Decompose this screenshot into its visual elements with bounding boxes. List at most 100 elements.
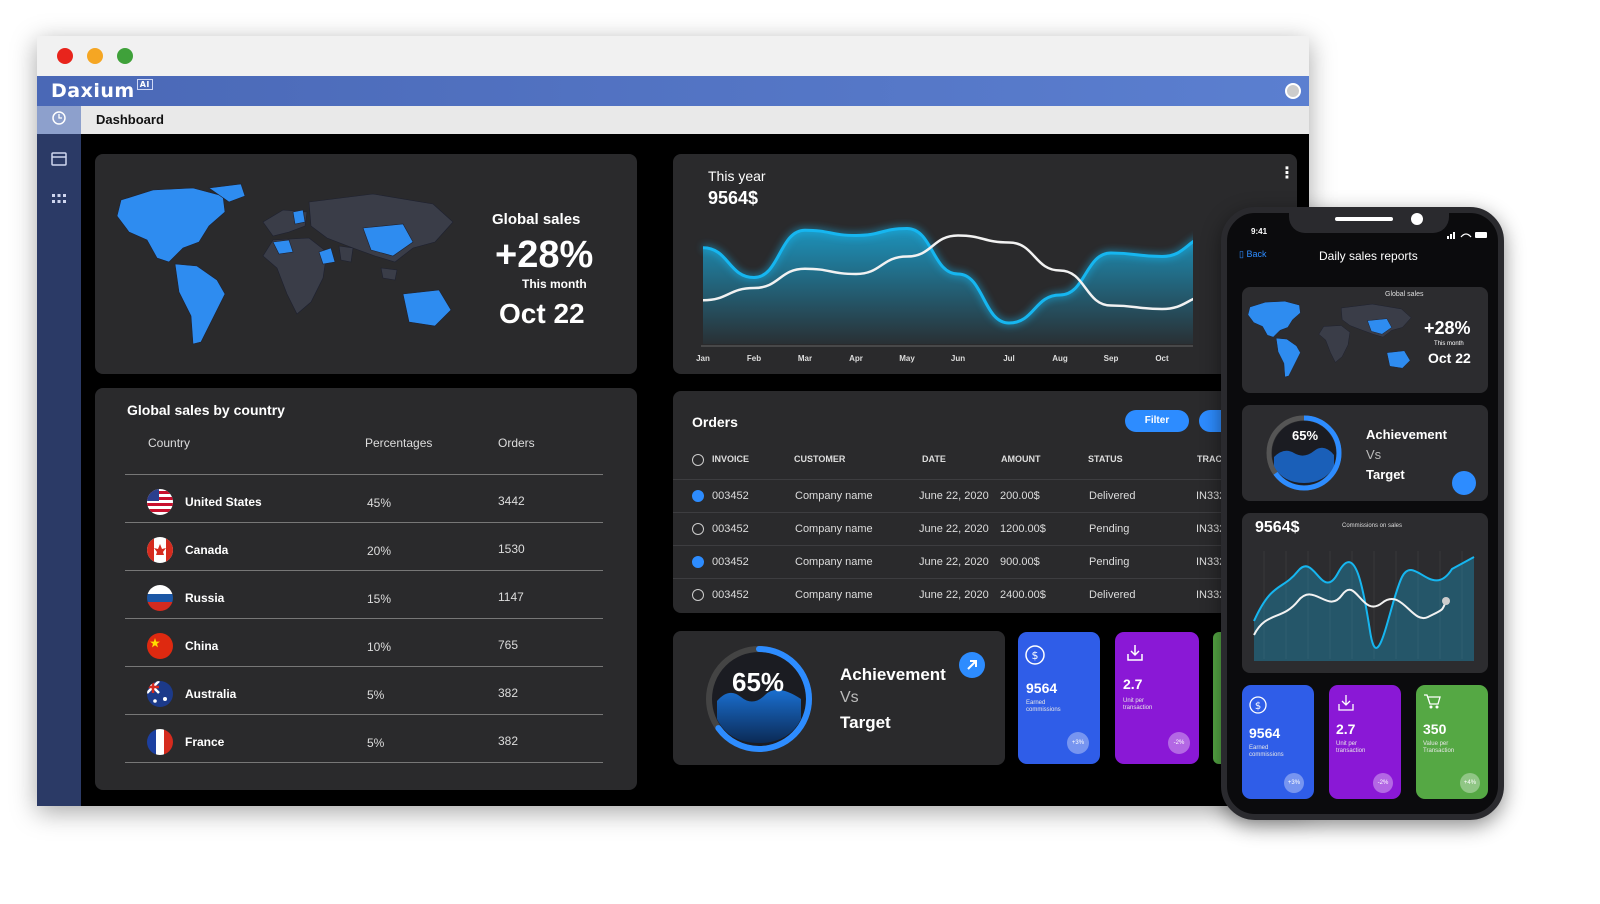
arrow-up-right-icon (967, 660, 977, 670)
phone-back-button[interactable]: ▯ Back (1239, 249, 1267, 259)
country-name: United States (185, 495, 262, 509)
achievement-value: 65% (732, 667, 785, 697)
table-divider (125, 666, 603, 667)
table-row[interactable]: 003452 Company name June 22, 2020 2400.00$ D… (673, 578, 1233, 611)
column-header-orders: Orders (498, 436, 535, 450)
order-customer: Company name (795, 523, 873, 535)
country-percentage: 5% (367, 688, 385, 702)
series-area (703, 228, 1193, 344)
tile-badge: -2% (1373, 773, 1393, 793)
order-customer: Company name (795, 589, 873, 601)
x-tick-label: Aug (1052, 354, 1068, 363)
country-orders: 3442 (498, 494, 525, 508)
table-row[interactable]: Russia 15% 1147 (95, 582, 637, 630)
table-row[interactable]: 003452 Company name June 22, 2020 900.00$ Pe… (673, 545, 1233, 578)
table-row[interactable]: 003452 Company name June 22, 2020 1200.00$ P… (673, 512, 1233, 545)
sidebar-item-dashboard[interactable] (37, 106, 81, 134)
user-avatar-icon[interactable] (1285, 83, 1301, 99)
phone-unit-per-transaction-tile[interactable]: 2.7 Unit per transaction -2% (1329, 685, 1401, 799)
column-header-invoice: INVOICE (712, 454, 750, 464)
phone-achievement-card: 65% Achievement Vs Target (1242, 405, 1488, 501)
country-percentage: 20% (367, 544, 392, 558)
country-sales-title: Global sales by country (127, 402, 285, 418)
table-row[interactable]: 003452 Company name June 22, 2020 200.00$ De… (673, 479, 1233, 512)
phone-achievement-line3: Target (1366, 467, 1405, 482)
x-tick-label: Apr (849, 354, 863, 363)
phone-time: 9:41 (1251, 227, 1268, 236)
country-orders: 382 (498, 734, 519, 748)
phone-global-sales-change: +28% (1424, 318, 1471, 338)
close-window-button[interactable] (57, 48, 73, 64)
order-amount: 1200.00$ (1000, 523, 1046, 535)
column-header-amount: AMOUNT (1001, 454, 1041, 464)
country-orders: 1147 (498, 590, 524, 604)
row-checkbox[interactable] (692, 589, 704, 601)
order-invoice: 003452 (712, 556, 749, 568)
tile-value: 9564 (1026, 680, 1058, 696)
sidebar-item-calendar[interactable] (49, 150, 69, 168)
tile-badge: +3% (1284, 773, 1304, 793)
signal-icon (1447, 232, 1487, 239)
year-chart-title: This year (708, 168, 766, 184)
phone-value-per-transaction-tile[interactable]: 350 Value per Transaction +4% (1416, 685, 1488, 799)
achievement-progress-ring (706, 646, 812, 752)
phone-global-sales-period: This month (1434, 341, 1464, 347)
shopping-cart-icon (1424, 694, 1441, 709)
x-tick-label: Mar (798, 354, 812, 363)
order-date: June 22, 2020 (919, 523, 989, 535)
orders-title: Orders (692, 414, 738, 430)
country-orders: 1530 (498, 542, 525, 556)
phone-earned-commissions-tile[interactable]: $ 9564 Earned commissions +3% (1242, 685, 1314, 799)
select-all-checkbox[interactable] (692, 454, 704, 466)
sidebar-item-apps[interactable] (49, 190, 69, 208)
year-chart-card: This year 9564$ ⋮ Jan Feb Mar Apr May Jun Jul A… (673, 154, 1297, 374)
phone-commissions-value: 9564$ (1255, 519, 1300, 536)
unit-per-transaction-tile[interactable]: 2.7 Unit per transaction -2% (1115, 632, 1199, 764)
phone-title: Daily sales reports (1319, 249, 1418, 263)
table-row[interactable]: United States 45% 3442 (95, 486, 637, 534)
earned-commissions-tile[interactable]: $ 9564 Earned commissions +3% (1018, 632, 1100, 764)
orders-card: Orders Filter INVOICE CUSTOMER DATE AMOU… (673, 391, 1233, 613)
phone-status-icons (1447, 227, 1491, 239)
tile-value: 2.7 (1123, 676, 1143, 692)
table-row[interactable]: France 5% 382 (95, 726, 637, 774)
tile-badge: +4% (1460, 773, 1480, 793)
achievement-line2: Vs (840, 689, 859, 706)
svg-text:$: $ (1255, 701, 1261, 712)
achievement-open-button[interactable] (959, 652, 985, 678)
australia-flag-icon (147, 681, 173, 707)
filter-button[interactable]: Filter (1125, 410, 1189, 432)
tile-label: Earned commissions (1249, 745, 1284, 758)
column-header-tracking: TRAC (1197, 454, 1222, 464)
order-customer: Company name (795, 490, 873, 502)
order-status: Pending (1089, 523, 1130, 535)
achievement-line3: Target (840, 713, 891, 732)
breadcrumb-bar: Dashboard (81, 106, 1309, 134)
country-name: Russia (185, 591, 225, 605)
grid-icon (52, 194, 66, 203)
more-options-icon[interactable]: ⋮ (1279, 163, 1295, 182)
table-row[interactable]: Canada 20% 1530 (95, 534, 637, 582)
phone-global-sales-date: Oct 22 (1428, 350, 1471, 366)
x-tick-label: May (899, 354, 915, 363)
year-chart-value: 9564$ (708, 188, 759, 208)
table-row[interactable]: Australia 5% 382 (95, 678, 637, 726)
row-checkbox[interactable] (692, 490, 704, 502)
phone-world-map (1247, 300, 1412, 378)
row-checkbox[interactable] (692, 556, 704, 568)
row-checkbox[interactable] (692, 523, 704, 535)
china-flag-icon (147, 633, 173, 659)
global-sales-date: Oct 22 (499, 298, 585, 329)
x-tick-label: Jul (1003, 354, 1015, 363)
table-divider (125, 618, 603, 619)
country-orders: 382 (498, 686, 519, 700)
app-logo[interactable]: Daxium AI (51, 79, 153, 102)
dollar-icon: $ (1025, 645, 1045, 665)
russia-flag-icon (147, 585, 173, 611)
x-tick-label: Feb (747, 354, 761, 363)
maximize-window-button[interactable] (117, 48, 133, 64)
order-status: Delivered (1089, 589, 1136, 601)
minimize-window-button[interactable] (87, 48, 103, 64)
table-row[interactable]: China 10% 765 (95, 630, 637, 678)
phone-achievement-button[interactable] (1452, 471, 1476, 495)
